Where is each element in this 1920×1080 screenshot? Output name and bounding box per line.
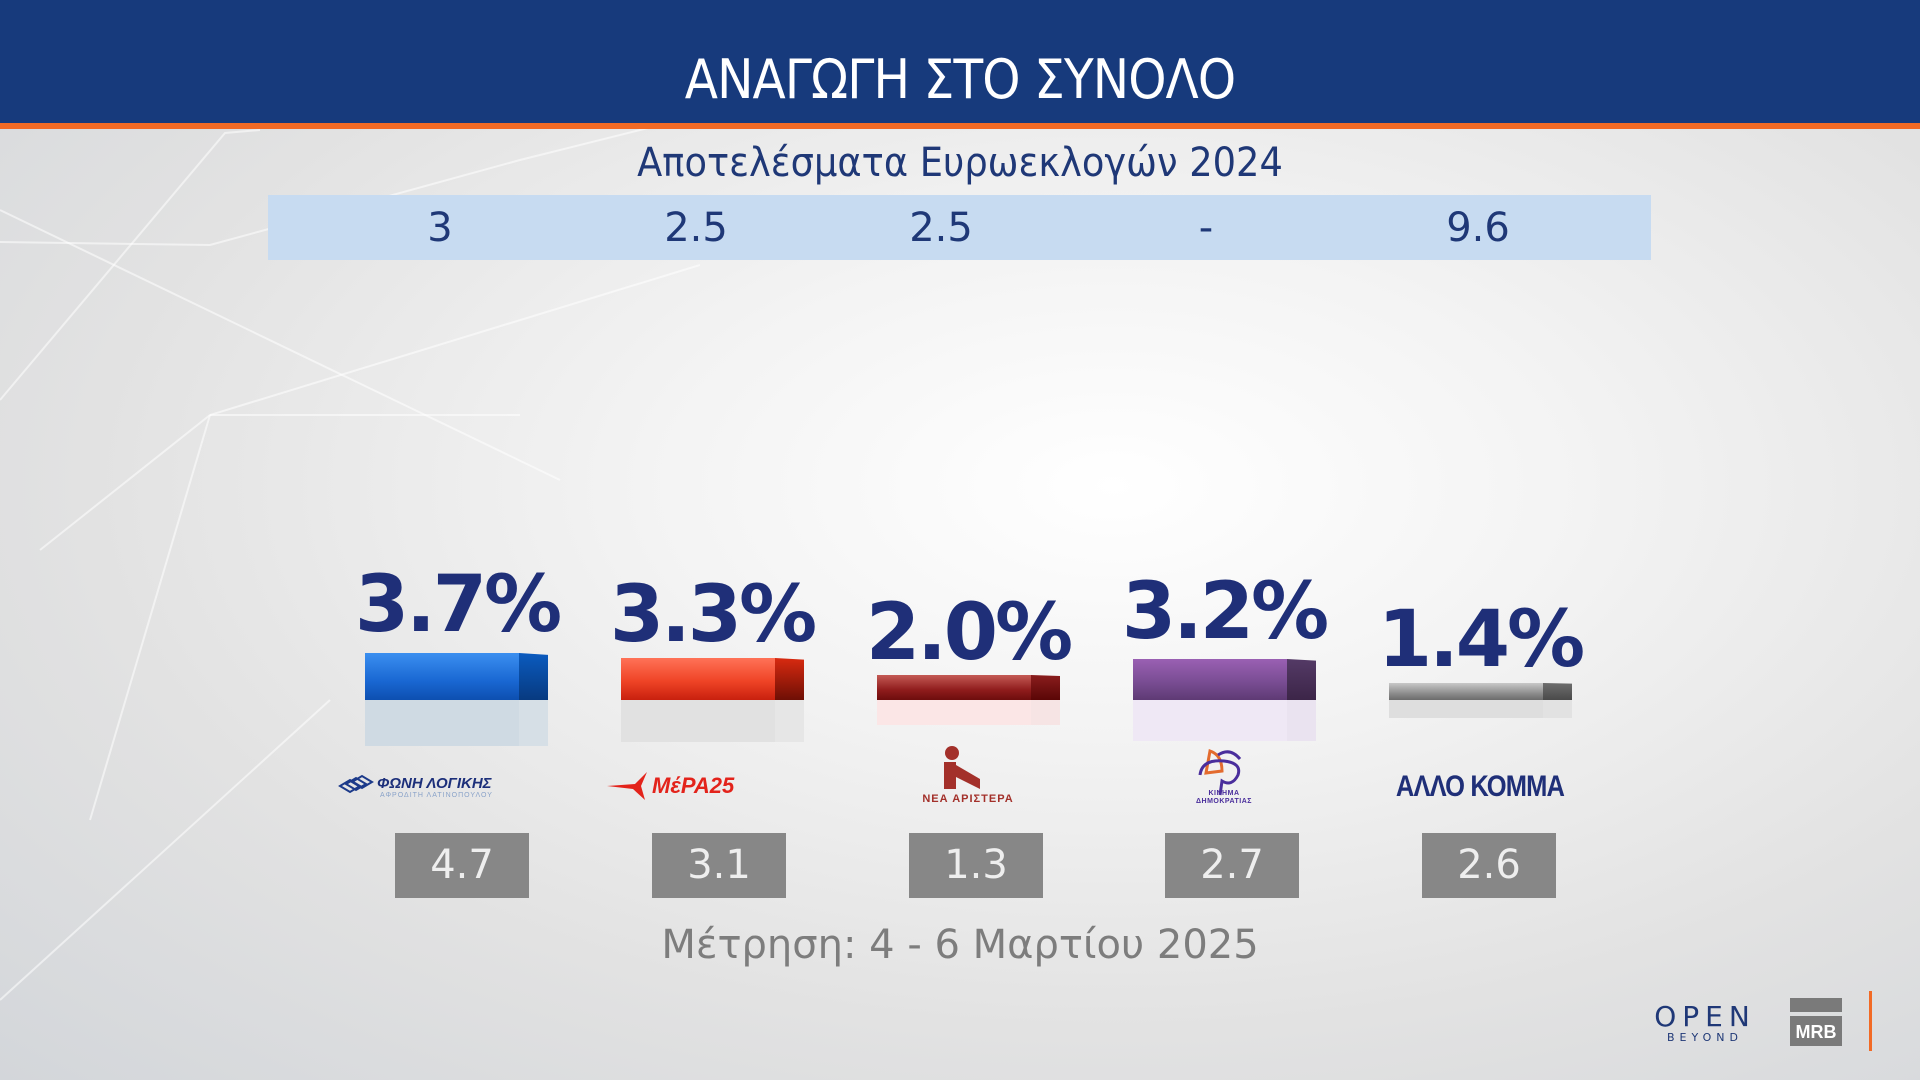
party-logo-allo-komma: ΑΛΛΟ ΚΟΜΜΑ [1350, 770, 1610, 830]
previous-results-title: Αποτελέσματα Ευρωεκλογών 2024 [637, 140, 1283, 186]
previous-result-value: - [1198, 205, 1214, 251]
pollster-name: MRB [1790, 1016, 1842, 1046]
party-logo-mera25: ΜέΡΑ25 [582, 768, 842, 828]
previous-result-value: 2.5 [909, 205, 973, 251]
previous-poll-value: 2.6 [1422, 833, 1556, 898]
party-percentage: 3.7% [354, 560, 562, 650]
measurement-date: Μέτρηση: 4 - 6 Μαρτίου 2025 [661, 922, 1259, 968]
previous-result-value: 9.6 [1446, 205, 1510, 251]
party-bar [621, 658, 804, 700]
party-bar-reflection [1389, 700, 1572, 718]
previous-poll-value: 2.7 [1165, 833, 1299, 898]
previous-result-value: 2.5 [664, 205, 728, 251]
party-bar-reflection [1133, 700, 1316, 741]
party-percentage: 2.0% [865, 588, 1073, 678]
party-name: ΜέΡΑ25 [652, 773, 735, 798]
previous-poll-value: 4.7 [395, 833, 529, 898]
party-bar-reflection [621, 700, 804, 742]
previous-poll-value: 3.1 [652, 833, 786, 898]
party-logo-foni-logikis: ΦΩΝΗ ΛΟΓΙΚΗΣ ΑΦΡΟΔΙΤΗ ΛΑΤΙΝΟΠΟΥΛΟΥ [327, 770, 587, 830]
previous-results-band [268, 195, 1651, 260]
party-name: ΑΛΛΟ ΚΟΜΜΑ [1395, 770, 1565, 803]
svg-text:ΚΙΝΗΜΑ: ΚΙΝΗΜΑ [1209, 790, 1240, 797]
party-percentage: 3.3% [609, 570, 817, 660]
party-bar-reflection [877, 700, 1060, 725]
party-name: ΦΩΝΗ ΛΟΓΙΚΗΣ [377, 775, 493, 792]
party-bar [1133, 659, 1316, 700]
party-logo-nea-aristera: ΝΕΑ ΑΡΙΣΤΕΡΑ [838, 745, 1098, 805]
channel-tagline: BEYOND [1667, 1031, 1743, 1044]
party-bar [1389, 683, 1572, 700]
pollster-logo: MRB [1790, 998, 1842, 1046]
previous-result-value: 3 [427, 205, 453, 251]
svg-text:ΔΗΜΟΚΡΑΤΙΑΣ: ΔΗΜΟΚΡΑΤΙΑΣ [1196, 798, 1252, 805]
party-name: ΝΕΑ ΑΡΙΣΤΕΡΑ [922, 793, 1013, 805]
party-subname: ΑΦΡΟΔΙΤΗ ΛΑΤΙΝΟΠΟΥΛΟΥ [380, 792, 493, 799]
brand-divider [1869, 991, 1872, 1051]
channel-logo: OPEN BEYOND [1650, 1000, 1760, 1044]
header-bar [0, 0, 1920, 123]
party-bar-reflection [365, 700, 548, 746]
party-percentage: 3.2% [1121, 567, 1329, 657]
party-bar [365, 653, 548, 700]
page-title: ΑΝΑΓΩΓΗ ΣΤΟ ΣΥΝΟΛΟ [684, 48, 1236, 111]
header-stripe [0, 123, 1920, 129]
party-logo-kinima-dimokratias: ΚΙΝΗΜΑ ΔΗΜΟΚΡΑΤΙΑΣ [1094, 745, 1354, 805]
party-percentage: 1.4% [1377, 595, 1585, 685]
channel-name: OPEN [1654, 1000, 1756, 1033]
party-bar [877, 675, 1060, 700]
previous-poll-value: 1.3 [909, 833, 1043, 898]
